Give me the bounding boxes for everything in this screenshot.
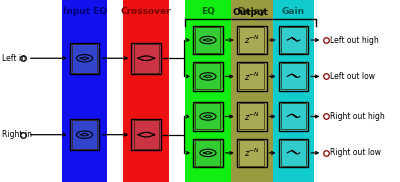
Bar xyxy=(193,139,223,167)
Bar xyxy=(123,0,169,182)
Text: $z^{-N}$: $z^{-N}$ xyxy=(244,70,260,83)
Bar xyxy=(239,103,264,130)
Bar xyxy=(70,43,100,74)
Text: $z^{-N}$: $z^{-N}$ xyxy=(244,147,260,159)
Bar xyxy=(237,139,267,167)
Bar xyxy=(278,26,308,54)
Bar xyxy=(278,139,308,167)
Bar xyxy=(193,26,223,54)
Text: Crossover: Crossover xyxy=(121,7,172,16)
Bar xyxy=(237,62,267,91)
Bar xyxy=(195,103,220,130)
Bar xyxy=(131,119,161,150)
Bar xyxy=(193,62,223,91)
Bar xyxy=(281,27,306,53)
Text: Right in: Right in xyxy=(2,130,32,139)
Bar xyxy=(239,27,264,53)
Bar xyxy=(72,120,97,149)
Text: Right out high: Right out high xyxy=(330,112,385,121)
Text: Output: Output xyxy=(233,8,269,17)
Bar xyxy=(195,63,220,89)
Text: Right out low: Right out low xyxy=(330,148,381,157)
Text: Delay: Delay xyxy=(238,7,266,16)
Text: $z^{-N}$: $z^{-N}$ xyxy=(244,34,260,46)
Bar xyxy=(131,43,161,74)
Text: Left in: Left in xyxy=(2,54,26,63)
Bar xyxy=(72,44,97,73)
Bar xyxy=(237,102,267,131)
Bar xyxy=(237,26,267,54)
Bar xyxy=(62,0,108,182)
Text: Left out high: Left out high xyxy=(330,35,379,45)
Text: $z^{-N}$: $z^{-N}$ xyxy=(244,110,260,123)
Bar xyxy=(272,0,314,182)
Bar xyxy=(193,102,223,131)
Bar xyxy=(278,62,308,91)
Text: EQ: EQ xyxy=(201,7,215,16)
Bar xyxy=(195,27,220,53)
Bar xyxy=(281,140,306,166)
Bar xyxy=(281,103,306,130)
Bar xyxy=(134,44,159,73)
Bar xyxy=(231,0,272,182)
Bar xyxy=(195,140,220,166)
Bar xyxy=(185,0,231,182)
Text: Input EQ: Input EQ xyxy=(62,7,107,16)
Bar xyxy=(239,63,264,89)
Bar xyxy=(239,140,264,166)
Bar xyxy=(70,119,100,150)
Bar xyxy=(134,120,159,149)
Text: Left out low: Left out low xyxy=(330,72,375,81)
Bar xyxy=(281,63,306,89)
Text: Gain: Gain xyxy=(282,7,305,16)
Bar xyxy=(278,102,308,131)
